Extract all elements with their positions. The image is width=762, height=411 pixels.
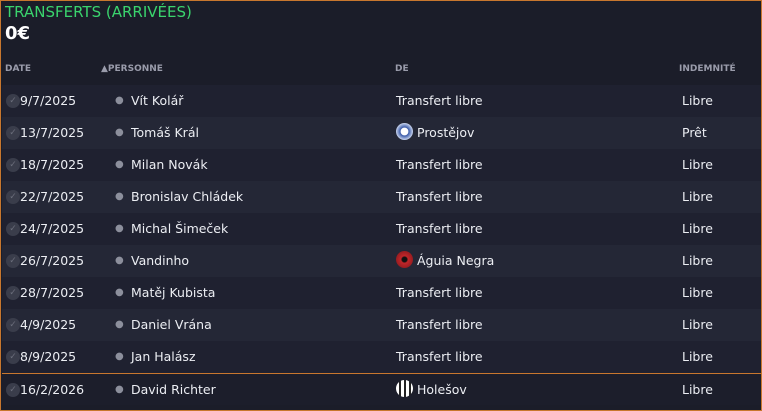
check-icon: ✓ xyxy=(6,350,20,364)
column-date[interactable]: DATE xyxy=(5,64,32,74)
table-row[interactable]: ✓ 8/9/2025 ● Jan Halász Transfert libre … xyxy=(2,341,761,373)
person-icon: ● xyxy=(115,95,124,106)
person-icon: ● xyxy=(115,223,124,234)
from-cell: Transfert libre xyxy=(396,349,483,364)
from-cell: Transfert libre xyxy=(396,93,483,108)
table-row[interactable]: ✓ 28/7/2025 ● Matěj Kubista Transfert li… xyxy=(2,277,761,309)
from-cell[interactable]: Prostějov xyxy=(396,123,474,140)
fee-cell: Libre xyxy=(682,253,713,268)
date-cell: 24/7/2025 xyxy=(20,221,85,236)
from-cell[interactable]: Águia Negra xyxy=(396,251,494,268)
fee-cell: Libre xyxy=(682,221,713,236)
fee-cell: Libre xyxy=(682,349,713,364)
person-icon: ● xyxy=(115,127,124,138)
fee-cell: Libre xyxy=(682,382,713,397)
table-row[interactable]: ✓ 13/7/2025 ● Tomáš Král Prostějov Prêt xyxy=(2,117,761,149)
person-name-link[interactable]: Vít Kolář xyxy=(131,93,184,108)
table-row[interactable]: ✓ 16/2/2026 ● David Richter Holešov Libr… xyxy=(2,373,761,405)
total-amount: 0€ xyxy=(5,23,31,44)
panel-title: TRANSFERTS (ARRIVÉES) xyxy=(5,3,192,21)
from-cell: Transfert libre xyxy=(396,221,483,236)
person-name-link[interactable]: Tomáš Král xyxy=(131,125,199,140)
person-icon: ● xyxy=(115,319,124,330)
person-name-link[interactable]: Matěj Kubista xyxy=(131,285,216,300)
check-icon: ✓ xyxy=(6,190,20,204)
person-icon: ● xyxy=(115,351,124,362)
person-name-link[interactable]: Bronislav Chládek xyxy=(131,189,244,204)
fee-cell: Libre xyxy=(682,285,713,300)
date-cell: 4/9/2025 xyxy=(20,317,77,332)
club-crest-icon xyxy=(396,251,413,268)
table-row[interactable]: ✓ 26/7/2025 ● Vandinho Águia Negra Libre xyxy=(2,245,761,277)
table-row[interactable]: ✓ 4/9/2025 ● Daniel Vrána Transfert libr… xyxy=(2,309,761,341)
check-icon: ✓ xyxy=(6,126,20,140)
check-icon: ✓ xyxy=(6,383,20,397)
fee-cell: Libre xyxy=(682,189,713,204)
person-name-link[interactable]: Vandinho xyxy=(131,253,190,268)
table-row[interactable]: ✓ 24/7/2025 ● Michal Šimeček Transfert l… xyxy=(2,213,761,245)
column-from[interactable]: DE xyxy=(395,64,409,74)
check-icon: ✓ xyxy=(6,254,20,268)
fee-cell: Prêt xyxy=(682,125,707,140)
column-fee[interactable]: INDEMNITÉ xyxy=(679,64,736,74)
sort-asc-icon: ▲ xyxy=(101,64,108,74)
date-cell: 9/7/2025 xyxy=(20,93,77,108)
date-cell: 28/7/2025 xyxy=(20,285,85,300)
from-cell[interactable]: Holešov xyxy=(396,380,467,397)
from-cell: Transfert libre xyxy=(396,317,483,332)
date-cell: 18/7/2025 xyxy=(20,157,85,172)
check-icon: ✓ xyxy=(6,286,20,300)
table-row[interactable]: ✓ 22/7/2025 ● Bronislav Chládek Transfer… xyxy=(2,181,761,213)
date-cell: 26/7/2025 xyxy=(20,253,85,268)
date-cell: 16/2/2026 xyxy=(20,382,85,397)
from-cell: Transfert libre xyxy=(396,189,483,204)
check-icon: ✓ xyxy=(6,318,20,332)
check-icon: ✓ xyxy=(6,158,20,172)
fee-cell: Libre xyxy=(682,317,713,332)
person-name-link[interactable]: Jan Halász xyxy=(131,349,196,364)
person-icon: ● xyxy=(115,191,124,202)
date-cell: 8/9/2025 xyxy=(20,349,77,364)
person-name-link[interactable]: David Richter xyxy=(131,382,216,397)
fee-cell: Libre xyxy=(682,93,713,108)
club-crest-icon xyxy=(396,380,413,397)
person-icon: ● xyxy=(115,159,124,170)
person-name-link[interactable]: Michal Šimeček xyxy=(131,221,229,236)
table-row[interactable]: ✓ 9/7/2025 ● Vít Kolář Transfert libre L… xyxy=(2,85,761,117)
from-cell: Transfert libre xyxy=(396,157,483,172)
fee-cell: Libre xyxy=(682,157,713,172)
table-row[interactable]: ✓ 18/7/2025 ● Milan Novák Transfert libr… xyxy=(2,149,761,181)
transfers-table: ✓ 9/7/2025 ● Vít Kolář Transfert libre L… xyxy=(2,85,761,405)
person-icon: ● xyxy=(115,255,124,266)
column-person[interactable]: ▲PERSONNE xyxy=(101,64,163,74)
date-cell: 13/7/2025 xyxy=(20,125,85,140)
person-icon: ● xyxy=(115,384,124,395)
from-cell: Transfert libre xyxy=(396,285,483,300)
person-icon: ● xyxy=(115,287,124,298)
date-cell: 22/7/2025 xyxy=(20,189,85,204)
club-crest-icon xyxy=(396,123,413,140)
check-icon: ✓ xyxy=(6,222,20,236)
person-name-link[interactable]: Daniel Vrána xyxy=(131,317,212,332)
person-name-link[interactable]: Milan Novák xyxy=(131,157,208,172)
check-icon: ✓ xyxy=(6,94,20,108)
